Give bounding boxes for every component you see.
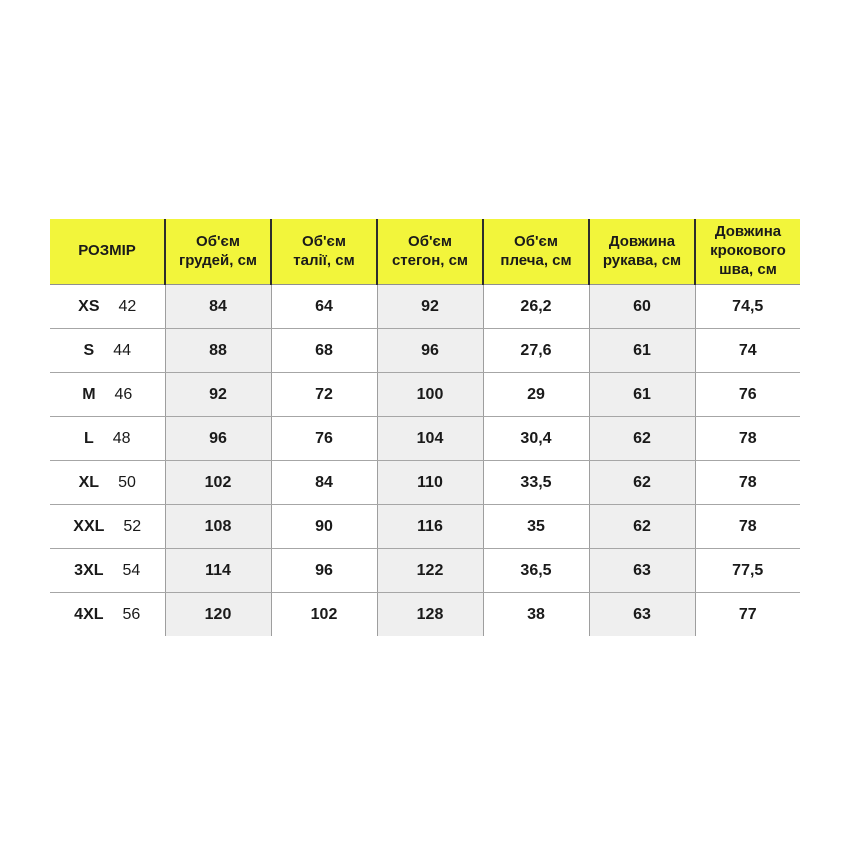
cell-value: 78: [694, 416, 800, 461]
cell-value: 116: [376, 504, 483, 549]
cell-value: 102: [270, 592, 377, 636]
cell-value: 74: [694, 328, 800, 373]
header-row: РОЗМІР Об'єм грудей, см Об'єм талії, см …: [50, 219, 800, 285]
size-number: 46: [114, 385, 133, 403]
column-header-chest: Об'єм грудей, см: [164, 219, 271, 285]
table-row: XS 42 84 64 92 26,2 60 74,5: [50, 284, 800, 329]
size-number: 50: [118, 473, 136, 491]
cell-value: 100: [376, 372, 483, 417]
table-header: РОЗМІР Об'єм грудей, см Об'єм талії, см …: [50, 219, 800, 285]
cell-value: 30,4: [482, 416, 589, 461]
cell-value: 27,6: [482, 328, 589, 373]
cell-value: 61: [588, 328, 695, 373]
cell-value: 63: [588, 548, 695, 593]
cell-value: 62: [588, 416, 695, 461]
cell-value: 96: [164, 416, 271, 461]
cell-value: 84: [164, 284, 271, 329]
size-code: XXL: [73, 517, 105, 535]
cell-size: S 44: [50, 328, 165, 373]
cell-value: 84: [270, 460, 377, 505]
size-number: 48: [112, 429, 131, 447]
cell-value: 120: [164, 592, 271, 636]
cell-value: 76: [270, 416, 377, 461]
size-code: 4XL: [74, 605, 104, 623]
cell-value: 110: [376, 460, 483, 505]
cell-value: 128: [376, 592, 483, 636]
cell-value: 92: [376, 284, 483, 329]
column-header-size: РОЗМІР: [50, 219, 165, 285]
cell-value: 76: [694, 372, 800, 417]
column-header-waist: Об'єм талії, см: [270, 219, 377, 285]
table-body: XS 42 84 64 92 26,2 60 74,5 S 44 88 68 96 27,6 61 74 M 46…: [50, 284, 800, 636]
cell-value: 72: [270, 372, 377, 417]
cell-value: 77,5: [694, 548, 800, 593]
table-row: M 46 92 72 100 29 61 76: [50, 372, 800, 417]
cell-size: M 46: [50, 372, 165, 417]
cell-value: 61: [588, 372, 695, 417]
cell-value: 68: [270, 328, 377, 373]
column-header-sleeve-length: Довжина рукава, см: [588, 219, 695, 285]
cell-value: 36,5: [482, 548, 589, 593]
table-row: 3XL 54 114 96 122 36,5 63 77,5: [50, 548, 800, 593]
cell-value: 96: [376, 328, 483, 373]
size-number: 54: [122, 561, 141, 579]
cell-size: XL 50: [50, 460, 165, 505]
cell-size: XS 42: [50, 284, 165, 329]
size-chart-table: РОЗМІР Об'єм грудей, см Об'єм талії, см …: [50, 219, 800, 636]
cell-size: L 48: [50, 416, 165, 461]
cell-value: 77: [694, 592, 800, 636]
cell-value: 62: [588, 460, 695, 505]
size-code: M: [82, 385, 96, 403]
size-number: 52: [123, 517, 142, 535]
table-row: XXL 52 108 90 116 35 62 78: [50, 504, 800, 549]
column-header-hips: Об'єм стегон, см: [376, 219, 483, 285]
cell-value: 88: [164, 328, 271, 373]
size-code: XL: [78, 473, 100, 491]
size-code: XS: [78, 297, 100, 315]
table-row: XL 50 102 84 110 33,5 62 78: [50, 460, 800, 505]
cell-value: 62: [588, 504, 695, 549]
size-number: 44: [113, 341, 131, 359]
table-row: L 48 96 76 104 30,4 62 78: [50, 416, 800, 461]
table-row: S 44 88 68 96 27,6 61 74: [50, 328, 800, 373]
size-number: 56: [122, 605, 141, 623]
size-number: 42: [118, 297, 137, 315]
cell-value: 78: [694, 460, 800, 505]
cell-value: 90: [270, 504, 377, 549]
cell-value: 122: [376, 548, 483, 593]
cell-size: 3XL 54: [50, 548, 165, 593]
size-code: 3XL: [74, 561, 104, 579]
cell-size: 4XL 56: [50, 592, 165, 636]
cell-value: 38: [482, 592, 589, 636]
cell-value: 78: [694, 504, 800, 549]
cell-value: 33,5: [482, 460, 589, 505]
cell-size: XXL 52: [50, 504, 165, 549]
cell-value: 63: [588, 592, 695, 636]
cell-value: 60: [588, 284, 695, 329]
size-code: S: [83, 341, 95, 359]
cell-value: 29: [482, 372, 589, 417]
column-header-inseam-length: Довжина крокового шва, см: [694, 219, 800, 285]
cell-value: 64: [270, 284, 377, 329]
cell-value: 92: [164, 372, 271, 417]
cell-value: 96: [270, 548, 377, 593]
cell-value: 35: [482, 504, 589, 549]
cell-value: 102: [164, 460, 271, 505]
cell-value: 114: [164, 548, 271, 593]
column-header-shoulder: Об'єм плеча, см: [482, 219, 589, 285]
cell-value: 104: [376, 416, 483, 461]
cell-value: 74,5: [694, 284, 800, 329]
table-row: 4XL 56 120 102 128 38 63 77: [50, 592, 800, 636]
size-code: L: [83, 429, 94, 447]
cell-value: 26,2: [482, 284, 589, 329]
cell-value: 108: [164, 504, 271, 549]
